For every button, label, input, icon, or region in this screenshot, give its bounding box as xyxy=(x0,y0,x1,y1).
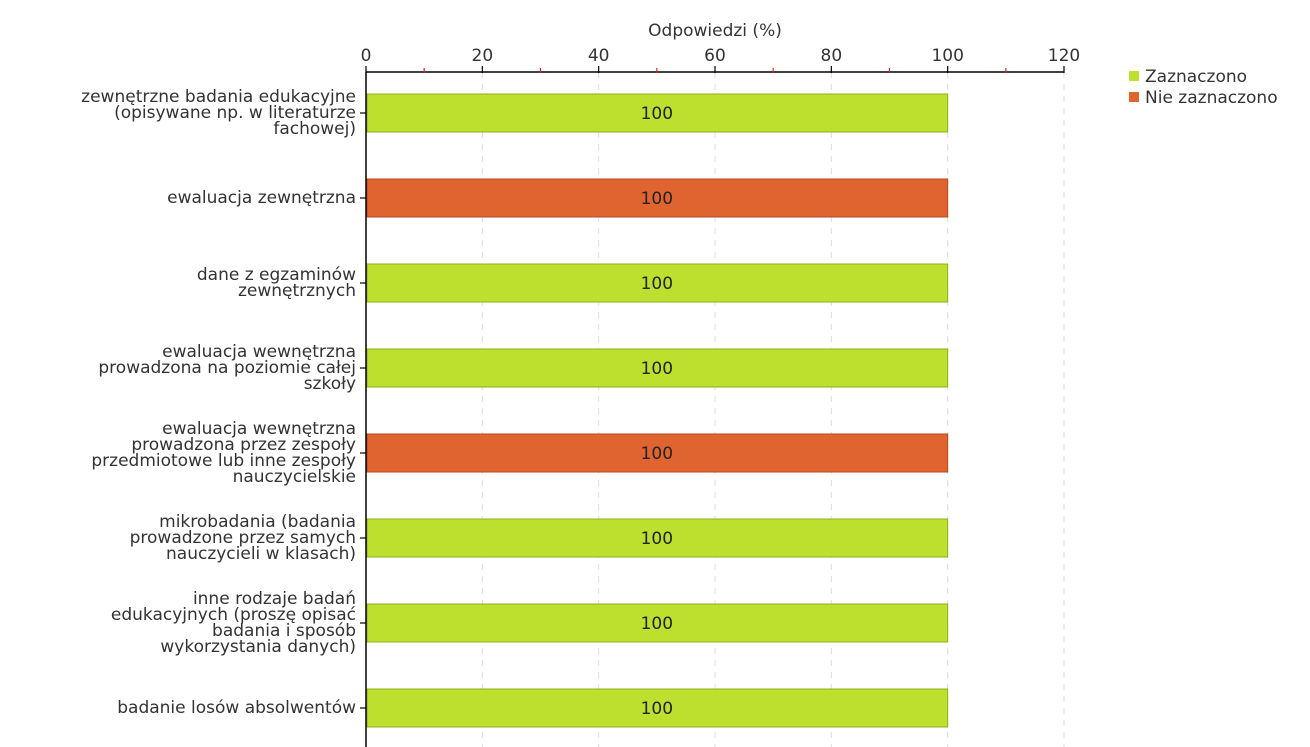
category-label: dane z egzaminów zewnętrznych xyxy=(197,265,356,301)
bar-value-label: 100 xyxy=(641,274,673,294)
x-tick-label: 40 xyxy=(588,46,610,66)
bar-value-label: 100 xyxy=(641,444,673,464)
x-tick-label: 20 xyxy=(472,46,494,66)
legend-swatch xyxy=(1129,71,1139,81)
bar-value-label: 100 xyxy=(641,614,673,634)
bar xyxy=(366,348,949,388)
bar xyxy=(366,688,949,728)
category-label: ewaluacja wewnętrzna prowadzona przez zes… xyxy=(91,419,356,487)
bars: 100 100 100 100 100 100 100 100 xyxy=(366,93,949,728)
bar xyxy=(366,178,949,218)
x-axis-title: Odpowiedzi (%) xyxy=(648,21,782,41)
legend-label: Nie zaznaczono xyxy=(1145,88,1278,108)
bar-value-label: 100 xyxy=(641,529,673,549)
x-tick-label: 80 xyxy=(821,46,843,66)
bar xyxy=(366,93,949,133)
bar xyxy=(366,603,949,643)
axes: 0 20 40 60 80 100 120 xyxy=(360,46,1080,747)
bar xyxy=(366,433,949,473)
bar-value-label: 100 xyxy=(641,189,673,209)
bar xyxy=(366,263,949,303)
category-label: badanie losów absolwentów xyxy=(117,698,356,718)
x-tick-label: 0 xyxy=(361,46,372,66)
category-labels: zewnętrzne badania edukacyjne (opisywane … xyxy=(81,87,356,718)
category-label: mikrobadania (badania prowadzone przez sa… xyxy=(130,512,356,564)
grid-lines xyxy=(481,72,1065,747)
bar-value-label: 100 xyxy=(641,359,673,379)
x-tick-label: 60 xyxy=(704,46,726,66)
legend-label: Zaznaczono xyxy=(1145,67,1247,87)
category-label: ewaluacja zewnętrzna xyxy=(167,188,356,208)
bar-value-label: 100 xyxy=(641,104,673,124)
bar xyxy=(366,518,949,558)
x-tick-label: 100 xyxy=(931,46,963,66)
category-label: inne rodzaje badań edukacyjnych (proszę o… xyxy=(111,589,356,657)
category-label: ewaluacja wewnętrzna prowadzona na poziom… xyxy=(98,342,356,394)
bar-value-label: 100 xyxy=(641,699,673,719)
category-label: zewnętrzne badania edukacyjne (opisywane … xyxy=(81,87,356,139)
x-tick-label: 120 xyxy=(1048,46,1080,66)
legend-swatch xyxy=(1129,92,1139,102)
